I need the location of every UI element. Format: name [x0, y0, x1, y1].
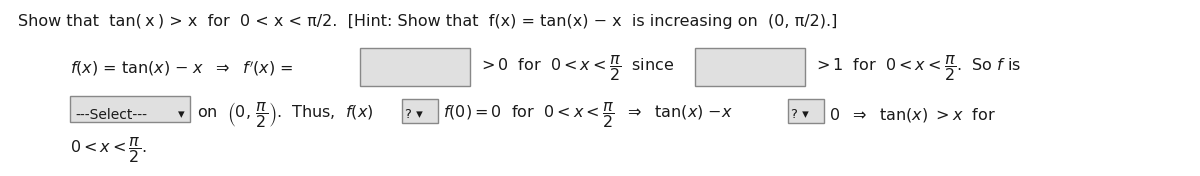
Text: ▾: ▾: [178, 108, 185, 121]
Bar: [788, 99, 824, 123]
Text: $f(0) = 0$  for  $0 < x < \dfrac{\pi}{2}$  $\Rightarrow$  tan($x$) $- x$: $f(0) = 0$ for $0 < x < \dfrac{\pi}{2}$ …: [443, 100, 733, 130]
Text: $0 < x < \dfrac{\pi}{2}$.: $0 < x < \dfrac{\pi}{2}$.: [70, 135, 146, 165]
Bar: [70, 96, 190, 122]
Text: Show that  tan( x ) > x  for  0 < x < π/2.  [Hint: Show that  f(x) = tan(x) − x : Show that tan( x ) > x for 0 < x < π/2. …: [18, 14, 838, 29]
Text: $> 1$  for  $0 < x < \dfrac{\pi}{2}$.  So $f$ is: $> 1$ for $0 < x < \dfrac{\pi}{2}$. So $…: [814, 53, 1021, 83]
Text: $0$  $\Rightarrow$  tan($x$) $> x$  for: $0$ $\Rightarrow$ tan($x$) $> x$ for: [829, 106, 996, 124]
Text: ? ▾: ? ▾: [406, 108, 422, 121]
Bar: [695, 48, 805, 86]
Bar: [402, 99, 438, 123]
Bar: [360, 48, 470, 86]
Text: $f(x)$ = tan($x$) $-$ $x$  $\Rightarrow$  $f'(x)$ =: $f(x)$ = tan($x$) $-$ $x$ $\Rightarrow$ …: [70, 58, 294, 78]
Text: ---Select---: ---Select---: [74, 108, 148, 122]
Text: ? ▾: ? ▾: [791, 108, 809, 121]
Text: $> 0$  for  $0 < x < \dfrac{\pi}{2}$  since: $> 0$ for $0 < x < \dfrac{\pi}{2}$ since: [478, 53, 674, 83]
Text: on  $\left(0,\,\dfrac{\pi}{2}\right)$.  Thus,  $f(x)$: on $\left(0,\,\dfrac{\pi}{2}\right)$. Th…: [197, 100, 373, 130]
